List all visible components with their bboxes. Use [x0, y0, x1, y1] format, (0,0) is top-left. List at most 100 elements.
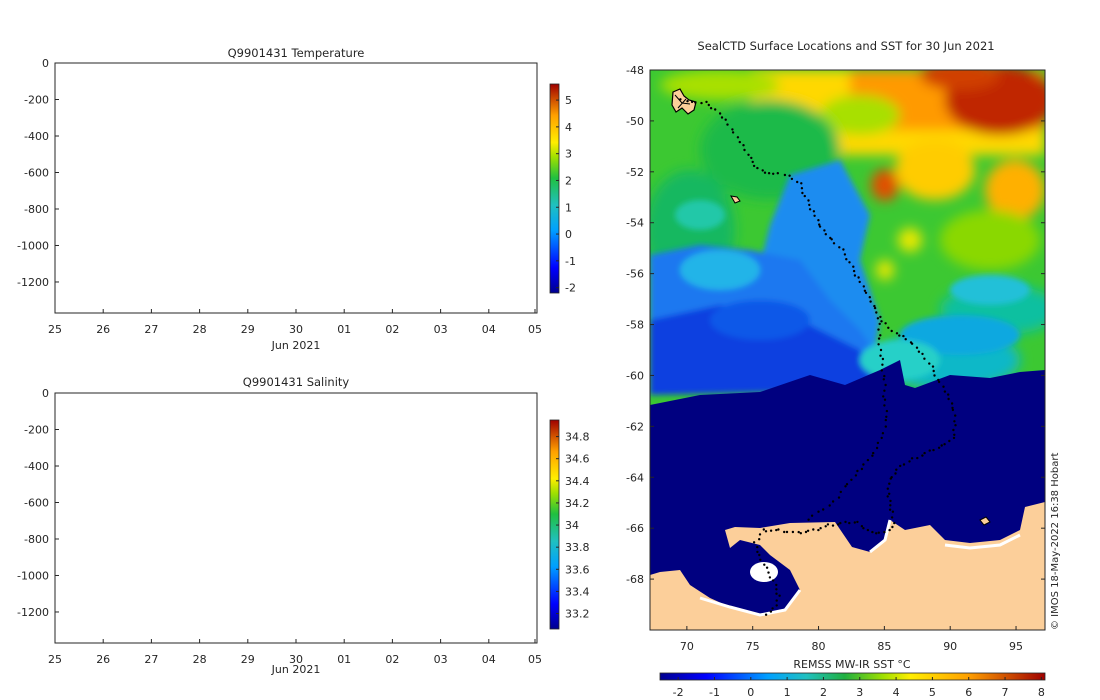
track-point — [852, 269, 856, 273]
track-point — [817, 510, 820, 513]
track-point — [884, 418, 887, 422]
track-point — [743, 148, 746, 152]
track-point — [950, 402, 954, 405]
track-point — [761, 169, 764, 172]
track-point — [736, 136, 740, 139]
seal-track — [679, 98, 957, 616]
track-point — [707, 103, 710, 107]
track-point — [947, 393, 950, 396]
track-point — [844, 520, 847, 524]
track-point — [879, 354, 882, 357]
track-point — [751, 160, 754, 164]
track-point — [875, 311, 878, 314]
map-x-tick-label: 85 — [877, 640, 891, 653]
map-colorbar — [659, 672, 1046, 681]
x-tick-label: 01 — [337, 653, 351, 666]
track-point — [889, 499, 892, 503]
track-point — [799, 532, 802, 535]
map-colorbar-tick-label: 7 — [1002, 686, 1009, 699]
x-tick-label: 25 — [48, 323, 62, 336]
track-point — [940, 444, 943, 447]
map-x-tick-label: 80 — [812, 640, 826, 653]
colorbar-tick-label: 1 — [565, 201, 572, 214]
track-point — [888, 528, 891, 532]
track-point — [762, 528, 765, 531]
track-point — [881, 357, 885, 361]
track-point — [837, 496, 841, 499]
track-point — [875, 532, 878, 535]
track-point — [818, 225, 822, 228]
map-y-tick-label: -68 — [626, 573, 644, 586]
track-point — [954, 414, 957, 417]
x-tick-label: 02 — [385, 653, 399, 666]
track-point — [943, 443, 946, 446]
track-point — [776, 172, 779, 175]
track-point — [791, 530, 795, 534]
x-tick-label: 04 — [482, 323, 496, 336]
track-point — [726, 123, 729, 126]
x-tick-label: 29 — [241, 323, 255, 336]
track-point — [885, 415, 888, 418]
x-tick-label: 26 — [96, 653, 110, 666]
y-tick-label: -400 — [24, 460, 49, 473]
track-point — [877, 328, 880, 331]
track-point — [910, 457, 914, 460]
x-tick-label: 01 — [337, 323, 351, 336]
map-y-tick-label: -60 — [626, 369, 644, 382]
track-point — [803, 194, 806, 198]
track-point — [724, 118, 727, 121]
map-y-tick-label: -58 — [626, 319, 644, 332]
track-point — [839, 521, 842, 525]
track-point — [756, 545, 759, 549]
track-point — [720, 116, 724, 119]
track-point — [839, 490, 842, 494]
track-point — [842, 248, 845, 251]
track-point — [928, 362, 931, 365]
track-point — [812, 528, 815, 531]
track-point — [769, 529, 773, 532]
track-point — [810, 514, 814, 517]
track-point — [931, 365, 935, 368]
track-point — [876, 317, 880, 320]
track-point — [694, 101, 697, 104]
track-point — [953, 433, 956, 436]
x-tick-label: 05 — [528, 653, 542, 666]
map-colorbar-tick-label: -1 — [709, 686, 720, 699]
track-point — [731, 131, 735, 134]
track-point — [879, 348, 883, 352]
track-point — [771, 607, 774, 610]
track-point — [888, 492, 891, 495]
track-point — [882, 378, 885, 381]
track-point — [868, 296, 871, 299]
y-tick-label: -1200 — [17, 606, 49, 619]
y-tick-label: -800 — [24, 203, 49, 216]
track-point — [818, 223, 821, 226]
x-tick-label: 04 — [482, 653, 496, 666]
track-point — [866, 528, 870, 532]
track-point — [806, 529, 810, 532]
map-colorbar-tick-label: 3 — [856, 686, 863, 699]
colorbar-tick-label: 33.2 — [565, 608, 590, 621]
track-point — [807, 199, 810, 202]
track-point — [772, 579, 775, 582]
track-point — [837, 523, 840, 526]
map-y-tick-label: -64 — [626, 471, 644, 484]
track-point — [917, 350, 921, 353]
track-point — [831, 524, 835, 527]
track-point — [875, 446, 879, 450]
track-point — [758, 538, 761, 541]
track-point — [871, 530, 874, 534]
y-tick-label: -800 — [24, 533, 49, 546]
track-point — [862, 463, 865, 466]
track-point — [910, 342, 914, 345]
map-y-tick-label: -50 — [626, 115, 644, 128]
map-y-tick-label: -54 — [626, 217, 644, 230]
track-point — [790, 177, 794, 181]
track-point — [953, 420, 956, 423]
track-point — [854, 474, 858, 477]
colorbar-tick-label: 4 — [565, 121, 572, 134]
track-point — [738, 140, 741, 144]
track-point — [881, 432, 885, 435]
track-point — [800, 187, 804, 190]
heard-island — [730, 195, 741, 204]
